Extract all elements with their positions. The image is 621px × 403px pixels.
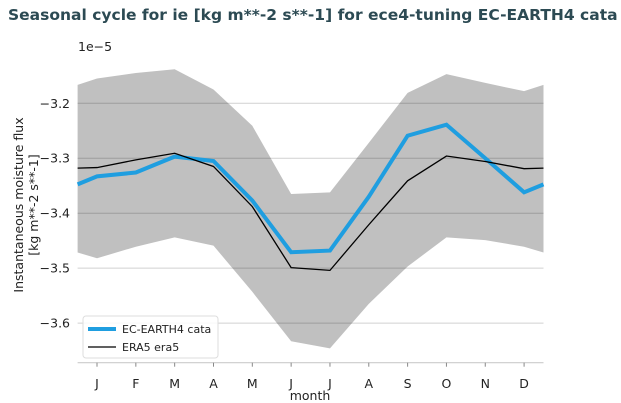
x-tick-label-F: F xyxy=(132,376,139,391)
y-offset-label: 1e−5 xyxy=(78,39,112,54)
x-tick-label-A: A xyxy=(209,376,218,391)
x-tick-label-S: S xyxy=(404,376,412,391)
y-tick-label: −3.5 xyxy=(40,261,70,276)
legend: EC-EARTH4 cata ERA5 era5 xyxy=(82,315,219,359)
plot-area: −3.2 −3.3 −3.4 −3.5 −3.6 J F M A M J J A S O N D EC-EARTH… xyxy=(40,69,545,391)
x-tick-label-A: A xyxy=(365,376,374,391)
x-tick-label-N: N xyxy=(481,376,490,391)
x-tick-label-J: J xyxy=(288,376,293,391)
x-axis-label: month xyxy=(290,388,331,403)
series-line-ec-earth4 xyxy=(76,122,545,255)
legend-box xyxy=(82,315,219,359)
chart-title: Seasonal cycle for ie [kg m**-2 s**-1] f… xyxy=(8,6,618,24)
x-tick-label-M: M xyxy=(169,376,180,391)
x-tick-label-D: D xyxy=(519,376,529,391)
spread-band xyxy=(77,69,544,349)
legend-label: EC-EARTH4 cata xyxy=(122,323,211,336)
x-tick-label-J: J xyxy=(94,376,99,391)
y-axis-label-line2: [kg m**-2 s**-1] xyxy=(26,154,41,256)
series-line-era5 xyxy=(77,152,544,272)
legend-label: ERA5 era5 xyxy=(122,341,179,354)
y-tick-label: −3.6 xyxy=(40,316,70,331)
y-tick-label: −3.4 xyxy=(40,206,70,221)
y-axis-label-line1: Instantaneous moisture flux xyxy=(11,117,26,292)
y-tick-label: −3.2 xyxy=(40,96,70,111)
x-tick-label-O: O xyxy=(442,376,452,391)
y-tick-label: −3.3 xyxy=(40,151,70,166)
x-tick-label-M: M xyxy=(247,376,258,391)
x-tick-label-J: J xyxy=(327,376,332,391)
